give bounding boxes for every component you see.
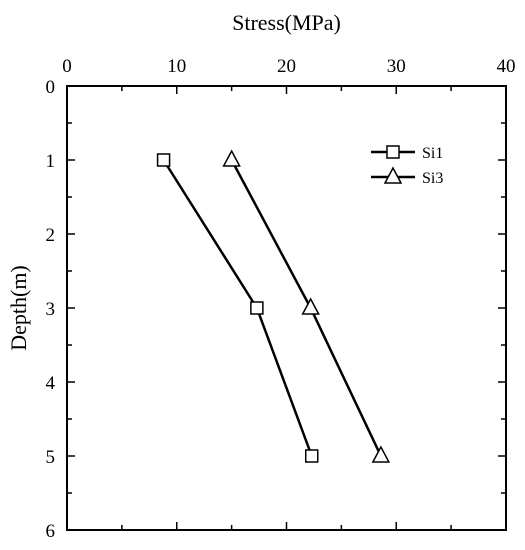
x-tick-label: 40	[497, 56, 516, 77]
y-tick-label: 3	[46, 299, 56, 320]
y-tick-label: 1	[46, 151, 56, 172]
y-axis-title: Depth(m)	[6, 265, 31, 351]
y-tick-label: 0	[46, 77, 56, 98]
data-point-si3	[371, 445, 391, 463]
data-point-si3	[301, 297, 320, 315]
legend-marker-si3	[383, 166, 403, 184]
data-point-si1	[304, 449, 319, 463]
x-tick-label: 20	[277, 56, 296, 77]
x-tick-label: 30	[387, 56, 406, 77]
legend-marker-si1	[386, 145, 400, 159]
series-group	[156, 149, 391, 463]
y-tick-label: 6	[46, 521, 56, 542]
data-point-si1	[156, 153, 171, 167]
y-tick-label: 4	[46, 373, 56, 394]
ticks-group	[66, 85, 507, 531]
legend-label-si3: Si3	[422, 170, 443, 187]
series-line-si1	[162, 159, 313, 457]
data-point-si1	[250, 301, 264, 315]
x-tick-label: 10	[167, 56, 186, 77]
x-tick-label: 0	[62, 56, 72, 77]
tick-labels-group: 0 10 20 30 40 0 1 2 3 4 5 6	[46, 56, 516, 542]
legend-label-si1: Si1	[422, 145, 443, 162]
y-tick-label: 5	[46, 447, 56, 468]
x-axis-title: Stress(MPa)	[232, 10, 341, 35]
data-point-si3	[222, 149, 241, 167]
y-tick-label: 2	[46, 225, 56, 246]
